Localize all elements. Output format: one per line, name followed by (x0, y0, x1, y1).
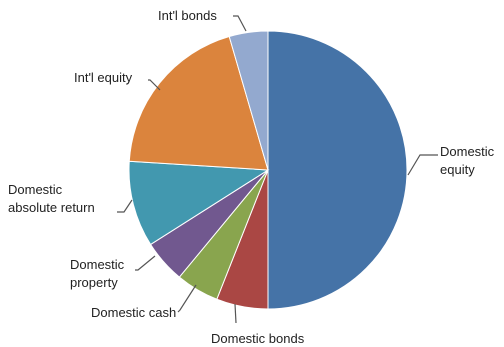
leader-line-domestic-equity (407, 154, 438, 176)
pie-slices (128, 30, 408, 310)
slice-label-domestic-cash: Domestic cash (91, 305, 176, 320)
pie-slice-int-l-equity (128, 35, 269, 171)
leader-line-int-l-equity (148, 79, 161, 91)
slice-label-line: absolute return (8, 200, 95, 215)
slice-label-line: Domestic cash (91, 305, 176, 320)
leader-line-domestic-property (135, 255, 156, 271)
slice-label-line: Domestic (8, 182, 63, 197)
slice-label-line: Int'l bonds (158, 8, 217, 23)
slice-label-domestic-equity: Domestic equity (440, 144, 495, 177)
slice-label-int-l-equity: Int'l equity (74, 70, 133, 85)
slice-label-domestic-absolute-return: Domestic absolute return (8, 182, 95, 215)
slice-label-line: Domestic (70, 257, 125, 272)
leader-line-int-l-bonds (233, 15, 247, 32)
leader-line-domestic-absolute-return (117, 199, 133, 213)
slice-label-domestic-property: Domestic property (70, 257, 125, 290)
leader-line-domestic-cash (177, 284, 197, 313)
slice-label-line: property (70, 275, 118, 290)
pie-slice-domestic-equity (267, 30, 408, 310)
slice-label-domestic-bonds: Domestic bonds (211, 331, 305, 346)
slice-label-line: Domestic bonds (211, 331, 305, 346)
label-leader-lines (117, 15, 438, 324)
pie-slice-int-l-bonds (228, 30, 269, 171)
slice-label-line: Domestic (440, 144, 495, 159)
slice-label-line: equity (440, 162, 475, 177)
leader-line-domestic-bonds (234, 303, 237, 324)
slice-label-line: Int'l equity (74, 70, 133, 85)
slice-label-int-l-bonds: Int'l bonds (158, 8, 217, 23)
pie-slice-domestic-absolute-return (128, 160, 270, 246)
slice-labels: Domestic equity Domestic bonds Domestic cas… (8, 8, 495, 346)
